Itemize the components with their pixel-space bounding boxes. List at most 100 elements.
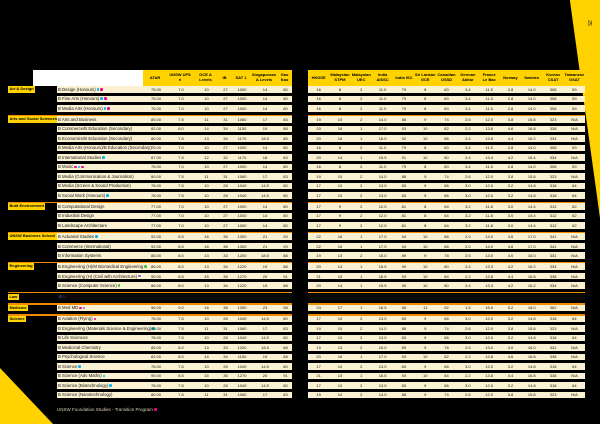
column-header: Norway — [503, 74, 518, 80]
value-cell: 34 — [223, 354, 228, 360]
table-row: 19 10 2 14.0 88 9 74 2.6 12.0 3.8 15.8 323 N/A — [308, 116, 585, 123]
value-cell: 10 — [204, 192, 209, 198]
value-cell: 88 — [401, 116, 407, 122]
value-cell: 14 — [262, 164, 268, 170]
value-cell: 64 — [572, 363, 577, 369]
value-cell: 28 — [223, 382, 228, 388]
value-cell: 83 — [401, 382, 407, 388]
table-row: 17 9 2 12.0 81 8 64 3.2 11.8 3.0 14.4 312 62 — [308, 203, 585, 210]
value-cell: 18.0 — [527, 305, 536, 311]
magenta-dot — [81, 165, 85, 169]
value-cell: 34 — [223, 135, 228, 141]
value-cell: 27 — [223, 164, 228, 170]
value-cell: 34 — [223, 126, 228, 132]
value-cell: 2.2 — [465, 373, 471, 379]
program-name: B Fine Arts (Honours) — [57, 96, 144, 101]
value-cell: 12.0 — [485, 316, 494, 322]
value-cell: 1 — [360, 234, 363, 240]
value-cell: 75.00 — [150, 145, 161, 151]
value-cell: 17 — [262, 325, 268, 331]
value-cell: 9 — [424, 192, 427, 198]
value-cell: 1.5 — [465, 305, 471, 311]
value-cell: 4.0 — [507, 344, 514, 350]
value-cell: 17 — [316, 222, 321, 228]
program-name-text: B Psychological Science — [58, 354, 105, 360]
value-cell: 10 — [204, 222, 209, 228]
value-cell: 13.8 — [485, 273, 494, 279]
column-header: Sweden — [524, 74, 540, 80]
table-row: B Social Work (Honours) 78.00 7.5 10 28 1040 1… — [57, 192, 292, 199]
value-cell: 74 — [444, 116, 449, 122]
value-cell: 331 — [549, 253, 557, 259]
value-cell: 2 — [360, 86, 363, 92]
value-cell: 85.00 — [150, 344, 161, 350]
table-row: 16 8 2 11.0 79 8 60 3.4 11.5 2.8 14.0 308 59 — [308, 144, 585, 152]
value-cell: 81 — [401, 222, 407, 228]
value-cell: 9 — [424, 392, 427, 398]
value-cell: 12.0 — [485, 382, 494, 388]
value-cell: 17 — [337, 305, 343, 311]
value-cell: 334 — [549, 264, 557, 270]
table-row: 22 16 1 17.0 94 10 86 2.0 14.0 4.6 17.0 341 N/A — [308, 233, 585, 240]
program-name-text: B Media (Communication & Journalism) — [58, 173, 134, 179]
value-cell: 7.5 — [178, 173, 184, 179]
value-cell: 14.4 — [527, 203, 536, 209]
table-row: 21 15 1 16.5 93 10 84 2.2 13.8 4.4 16.8 338 N/A — [308, 372, 585, 380]
value-cell: 12.0 — [485, 335, 494, 341]
value-cell: 78.00 — [150, 192, 161, 198]
value-cell: N/A — [571, 344, 578, 350]
value-cell: 1 — [360, 305, 363, 311]
value-cell: 18.5 — [261, 253, 269, 259]
program-name: B Information Systems — [57, 253, 144, 258]
value-cell: N/A — [571, 273, 578, 279]
cyan-dot — [102, 156, 105, 159]
value-cell: 8 — [338, 145, 342, 151]
table-row: B Computational Design 77.00 7.0 10 27 1000 14… — [57, 203, 292, 210]
category-label: Engineering — [8, 263, 35, 270]
value-cell: 18.5 — [378, 305, 387, 311]
value-cell: 83 — [401, 363, 407, 369]
value-cell: 59 — [572, 86, 577, 92]
value-cell: 12.0 — [378, 213, 387, 219]
magenta-dot — [79, 306, 82, 310]
program-name-text: B Fine Arts (Honours) — [58, 96, 100, 102]
value-cell: 12.0 — [485, 363, 494, 369]
value-cell: 89 — [401, 253, 407, 259]
value-cell: 31 — [223, 173, 228, 179]
value-cell: 14.0 — [485, 243, 494, 249]
value-cell: 17 — [262, 173, 268, 179]
value-cell: 90 — [401, 264, 407, 270]
value-cell: 308 — [549, 164, 557, 170]
value-cell: 13 — [337, 253, 343, 259]
value-cell: 9 — [424, 316, 427, 322]
value-cell: 14 — [262, 145, 268, 151]
value-cell: 1040 — [237, 316, 247, 322]
value-cell: 79 — [401, 145, 407, 151]
category-label: Art & Design — [8, 86, 36, 93]
value-cell: 13.8 — [485, 135, 494, 141]
value-cell: N/A — [571, 325, 578, 331]
value-cell: 331 — [549, 344, 557, 350]
value-cell: 20 — [262, 373, 268, 379]
value-cell: 1000 — [237, 145, 247, 151]
cyan-dot — [106, 194, 109, 197]
value-cell: 8 — [424, 96, 427, 102]
value-cell: 64 — [572, 192, 577, 198]
value-cell: 312 — [549, 213, 557, 219]
value-cell: 66 — [444, 316, 449, 322]
category-label: Science — [8, 315, 27, 323]
value-cell: 13.0 — [378, 316, 387, 322]
program-name: B Science (Biotechnology) — [57, 383, 144, 388]
value-cell: 9 — [424, 325, 427, 331]
value-cell: 93 — [283, 243, 288, 249]
value-cell: 60 — [444, 105, 449, 111]
value-cell: 1300 — [237, 234, 247, 240]
value-cell: 1 — [360, 373, 363, 379]
table-row: B Med MD 96.00 9.0 18 38 1390 23 98 — [57, 304, 292, 312]
value-cell: 3.2 — [507, 382, 514, 388]
value-cell: 15.5 — [378, 264, 387, 270]
program-name: B Music — [57, 164, 144, 169]
value-cell: 14.0 — [378, 392, 387, 398]
table-row: B Aviation (Flying) 78.00 7.5 10 28 1040 14.5 8… — [57, 315, 292, 323]
value-cell: 23 — [262, 305, 268, 311]
